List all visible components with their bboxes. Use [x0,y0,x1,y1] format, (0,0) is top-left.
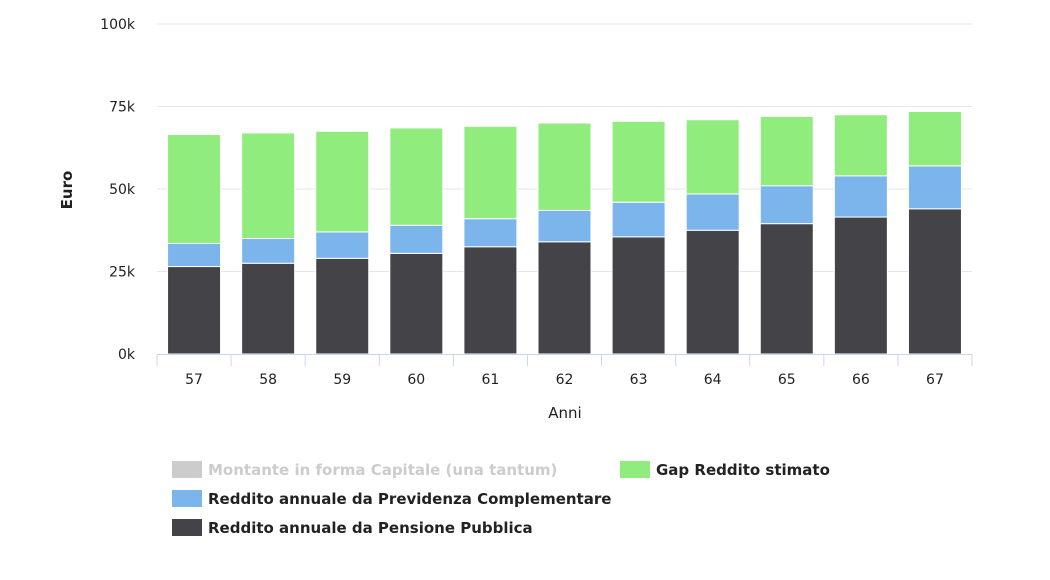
bar-segment[interactable] [611,201,666,238]
legend-item[interactable]: Montante in forma Capitale (una tantum) [172,461,557,479]
bar-segment[interactable] [241,238,296,264]
bar-segment[interactable] [537,241,592,355]
bar-segment[interactable] [167,266,222,355]
bar-segment[interactable] [389,127,444,226]
y-tick-label: 100k [100,17,136,33]
bar-segment[interactable] [611,120,666,203]
legend-swatch [172,490,202,507]
bar-segment[interactable] [315,257,370,355]
bar-segment[interactable] [463,246,518,355]
x-tick-label: 61 [481,372,499,388]
bar-segment[interactable] [759,185,814,225]
x-axis-title: Anni [548,404,581,422]
y-tick-label: 50k [109,182,136,198]
legend-label: Montante in forma Capitale (una tantum) [208,461,557,479]
x-tick-label: 67 [926,372,944,388]
x-axis-labels: 57 58 59 60 61 62 63 64 65 66 67 [185,372,944,388]
x-tick-label: 66 [852,372,870,388]
bar-segment[interactable] [463,125,518,220]
legend-label: Gap Reddito stimato [656,461,830,479]
legend-swatch [620,461,650,478]
bars [167,110,962,355]
legend-swatch [172,519,202,536]
legend-item[interactable]: Reddito annuale da Pensione Pubblica [172,519,533,537]
bar-segment[interactable] [241,132,296,239]
x-tick-label: 65 [778,372,796,388]
legend-item[interactable]: Gap Reddito stimato [620,461,830,479]
bar-segment[interactable] [907,165,962,210]
bar-segment[interactable] [685,229,740,355]
bar-segment[interactable] [315,231,370,259]
legend-label: Reddito annuale da Previdenza Complement… [208,490,611,508]
bar-segment[interactable] [685,119,740,195]
bar-segment[interactable] [241,262,296,355]
x-tick-label: 64 [704,372,722,388]
bar-segment[interactable] [833,175,888,218]
bar-segment[interactable] [389,252,444,355]
x-tick-label: 59 [333,372,351,388]
bar-segment[interactable] [833,216,888,355]
x-tick-label: 63 [630,372,648,388]
x-tick-label: 58 [259,372,277,388]
y-axis-labels: 0k 25k 50k 75k 100k [100,17,136,363]
bar-segment[interactable] [167,134,222,244]
legend-swatch [172,461,202,478]
bar-segment[interactable] [833,114,888,177]
bar-segment[interactable] [389,224,444,254]
y-axis-title: Euro [58,171,76,210]
y-tick-label: 75k [109,100,136,116]
bar-segment[interactable] [463,218,518,248]
bar-segment[interactable] [759,223,814,355]
bar-segment[interactable] [759,115,814,187]
bar-segment[interactable] [537,209,592,243]
bar-segment[interactable] [315,130,370,233]
legend-label: Reddito annuale da Pensione Pubblica [208,519,533,537]
y-tick-label: 25k [109,265,136,281]
x-tick-label: 60 [407,372,425,388]
bar-segment[interactable] [167,242,222,268]
bar-segment[interactable] [685,193,740,231]
x-tick-label: 57 [185,372,203,388]
bar-segment[interactable] [907,110,962,167]
bar-segment[interactable] [907,208,962,355]
legend-item[interactable]: Reddito annuale da Previdenza Complement… [172,490,611,508]
x-axis [156,354,973,366]
bar-segment[interactable] [537,122,592,211]
legend: Montante in forma Capitale (una tantum) G… [172,461,830,537]
y-tick-label: 0k [118,347,136,363]
bar-segment[interactable] [611,236,666,355]
x-tick-label: 62 [556,372,574,388]
